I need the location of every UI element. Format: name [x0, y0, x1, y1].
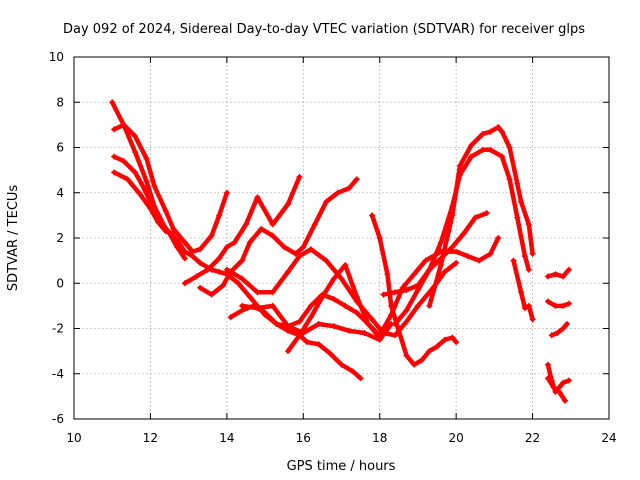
series-trace: [545, 299, 572, 309]
x-tick-label: 18: [372, 431, 387, 445]
series-trace: [427, 124, 535, 309]
plus-markers: [369, 212, 460, 368]
y-tick-label: 0: [56, 276, 64, 290]
plus-markers: [426, 124, 536, 309]
x-tick-label: 20: [449, 431, 464, 445]
y-axis-label: SDTVAR / TECUs: [6, 185, 21, 292]
series-sat-t: [544, 375, 569, 404]
series-sat-q: [544, 298, 572, 309]
plus-markers: [181, 173, 303, 287]
y-tick-label: -2: [52, 322, 64, 336]
x-tick-label: 12: [143, 431, 158, 445]
series-sat-n: [426, 124, 536, 309]
series-sat-b: [111, 121, 230, 255]
series-sat-i: [223, 246, 460, 339]
series-sat-o: [510, 257, 536, 323]
plus-markers: [544, 298, 572, 309]
plus-markers: [111, 121, 230, 255]
series-trace: [549, 321, 570, 338]
x-tick-label: 24: [601, 431, 616, 445]
series-trace: [197, 176, 360, 297]
x-tick-label: 22: [525, 431, 540, 445]
chart-title: Day 092 of 2024, Sidereal Day-to-day VTE…: [63, 22, 585, 37]
y-tick-label: 8: [56, 95, 64, 109]
series-sat-d: [111, 169, 177, 237]
series-sat-k: [369, 212, 460, 368]
x-axis-label: GPS time / hours: [287, 459, 396, 474]
plus-markers: [510, 257, 536, 323]
plus-markers: [285, 235, 502, 355]
series-trace: [545, 267, 572, 279]
plus-markers: [544, 266, 572, 280]
y-tick-label: 2: [56, 231, 64, 245]
x-tick-label: 14: [219, 431, 234, 445]
series-trace: [381, 210, 489, 297]
series-sat-p: [544, 266, 572, 280]
y-tick-label: 6: [56, 141, 64, 155]
x-tick-label: 16: [296, 431, 311, 445]
y-tick-label: 10: [49, 50, 64, 64]
plus-markers: [548, 321, 570, 339]
x-tick-label: 10: [66, 431, 81, 445]
series-trace: [545, 376, 568, 404]
series-sat-r: [548, 321, 570, 339]
y-tick-label: -4: [52, 367, 64, 381]
y-tick-label: -6: [52, 412, 64, 426]
plus-markers: [111, 169, 177, 237]
y-tick-label: 4: [56, 186, 64, 200]
plus-markers: [544, 375, 569, 404]
series-sat-j: [285, 235, 502, 355]
data-series: [109, 99, 572, 404]
series-sat-e: [181, 173, 303, 287]
grid: [74, 57, 609, 419]
plus-markers: [223, 246, 460, 339]
